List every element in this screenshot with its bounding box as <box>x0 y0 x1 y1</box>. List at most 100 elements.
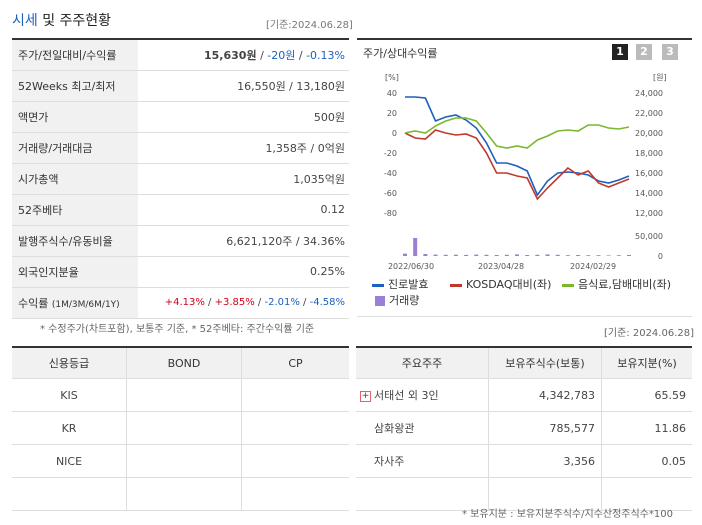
right-tick-label: 12,000 <box>635 209 663 218</box>
holder-name: 삼화왕관 <box>356 411 489 445</box>
volume-bar <box>606 255 611 256</box>
x-axis-labels: 2022/06/30 2023/04/28 2024/02/29 <box>388 262 616 271</box>
left-axis-ticks: 40 20 0 -20 -40 -60 -80 <box>384 89 397 218</box>
credit-header: CP <box>241 346 349 379</box>
left-tick-label: -40 <box>384 169 397 178</box>
series-lines <box>404 96 630 201</box>
table-row <box>356 477 692 511</box>
quote-row: 52Weeks 최고/최저 16,550원 / 13,180원 <box>12 70 349 102</box>
table-row: 자사주 3,356 0.05 <box>356 444 692 478</box>
holders-header: 주요주주 <box>356 346 489 379</box>
credit-table: 신용등급 BOND CP KIS KR NICE <box>12 346 349 511</box>
left-tick-label: 0 <box>392 129 397 138</box>
credit-agency: NICE <box>12 444 127 478</box>
left-tick-label: -20 <box>384 149 397 158</box>
quote-note: * 수정주가(차트포함), 보통주 기준, * 52주베타: 주간수익률 기준 <box>40 324 315 335</box>
holder-name: 자사주 <box>356 444 489 478</box>
volume-bar <box>535 254 540 256</box>
volume-bar <box>627 255 631 256</box>
quote-value: 15,630원 / -20원 / -0.13% <box>138 38 349 71</box>
quote-label: 발행주식수/유동비율 <box>12 225 138 257</box>
credit-cp <box>241 477 349 511</box>
quote-value: 1,035억원 <box>138 163 349 195</box>
volume-bar <box>515 254 519 256</box>
quote-value: +4.13% / +3.85% / -2.01% / -4.58% <box>138 287 349 319</box>
page-title: 시세 및 주주현황 <box>12 10 111 30</box>
right-unit: [원] <box>653 73 667 82</box>
quote-table: 주가/전일대비/수익률 15,630원 / -20원 / -0.13% 52We… <box>12 38 349 319</box>
legend-label: 진로발효 <box>388 278 429 291</box>
chart-tab-3[interactable]: 3 <box>662 44 678 60</box>
quote-label: 액면가 <box>12 101 138 133</box>
legend-swatch <box>375 296 385 306</box>
quote-value: 0.25% <box>138 256 349 288</box>
left-unit: [%] <box>385 73 399 82</box>
title-rest: 및 주주현황 <box>37 13 112 29</box>
right-tick-label: 18,000 <box>635 149 663 158</box>
quote-label: 52Weeks 최고/최저 <box>12 70 138 102</box>
holder-pct: 0.05 <box>601 444 692 478</box>
volume-bar <box>433 254 438 256</box>
volume-bars <box>403 238 631 256</box>
volume-bar <box>494 255 499 256</box>
title-highlight: 시세 <box>12 13 38 29</box>
volume-bar <box>443 254 448 256</box>
left-tick-label: 20 <box>387 109 397 118</box>
quote-label: 시가총액 <box>12 163 138 195</box>
volume-bar <box>596 255 601 256</box>
holder-name <box>356 477 489 511</box>
x-tick-label: 2022/06/30 <box>388 262 434 271</box>
return-periods: (1M/3M/6M/1Y) <box>51 299 120 310</box>
quote-row: 시가총액 1,035억원 <box>12 163 349 195</box>
chart-tab-1[interactable]: 1 <box>612 44 628 60</box>
quote-value: 0.12 <box>138 194 349 226</box>
table-row <box>12 477 349 511</box>
quote-row: 거래량/거래대금 1,358주 / 0억원 <box>12 132 349 164</box>
quote-label: 외국인지분율 <box>12 256 138 288</box>
series-line-food <box>404 117 630 149</box>
price-rate: -0.13% <box>306 48 345 62</box>
chart-tab-2[interactable]: 2 <box>636 44 652 60</box>
holder-name-cell: + 서태선 외 3인 <box>356 378 489 412</box>
credit-header: 신용등급 <box>12 346 127 379</box>
quote-row: 52주베타 0.12 <box>12 194 349 226</box>
quote-label: 거래량/거래대금 <box>12 132 138 164</box>
volume-bar <box>464 254 469 256</box>
volume-bar <box>504 254 509 256</box>
right-tick-label: 14,000 <box>635 189 663 198</box>
holders-note: * 보유지분 : 보유지분주식수/지수산정주식수*100 <box>462 509 673 520</box>
legend-item-jinro: 진로발효 <box>372 276 428 292</box>
left-tick-label: -60 <box>384 189 397 198</box>
credit-agency: KIS <box>12 378 127 412</box>
volume-bar <box>484 254 489 256</box>
volume-bar <box>586 255 591 256</box>
table-row: NICE <box>12 444 349 478</box>
holder-pct: 65.59 <box>601 378 692 412</box>
quote-label: 52주베타 <box>12 194 138 226</box>
price: 15,630원 <box>204 48 257 62</box>
expand-plus-icon[interactable]: + <box>360 390 371 402</box>
chart-title: 주가/상대수익률 <box>363 47 438 60</box>
holder-pct: 11.86 <box>601 411 692 445</box>
holders-base-date: [기준: 2024.06.28] <box>604 328 695 339</box>
legend-label: KOSDAQ대비(좌) <box>466 278 552 291</box>
quote-value: 500원 <box>138 101 349 133</box>
volume-bar <box>545 254 550 256</box>
holders-header: 보유지분(%) <box>601 346 692 379</box>
quote-value: 16,550원 / 13,180원 <box>138 70 349 102</box>
return-1m: +4.13% <box>164 297 205 308</box>
quote-value: 6,621,120주 / 34.36% <box>138 225 349 257</box>
return-1y: -4.58% <box>309 297 345 308</box>
return-label: 수익률 <box>18 296 49 310</box>
quote-row: 발행주식수/유동비율 6,621,120주 / 34.36% <box>12 225 349 257</box>
credit-header: BOND <box>126 346 242 379</box>
volume-bar <box>616 255 621 256</box>
base-date: [기준:2024.06.28] <box>266 20 353 31</box>
return-3m: +3.85% <box>214 297 255 308</box>
series-line-jinro <box>405 96 630 197</box>
table-row: 삼화왕관 785,577 11.86 <box>356 411 692 445</box>
credit-cp <box>241 411 349 445</box>
price-change: -20원 <box>267 48 296 62</box>
x-tick-label: 2023/04/28 <box>478 262 524 271</box>
credit-cp <box>241 378 349 412</box>
